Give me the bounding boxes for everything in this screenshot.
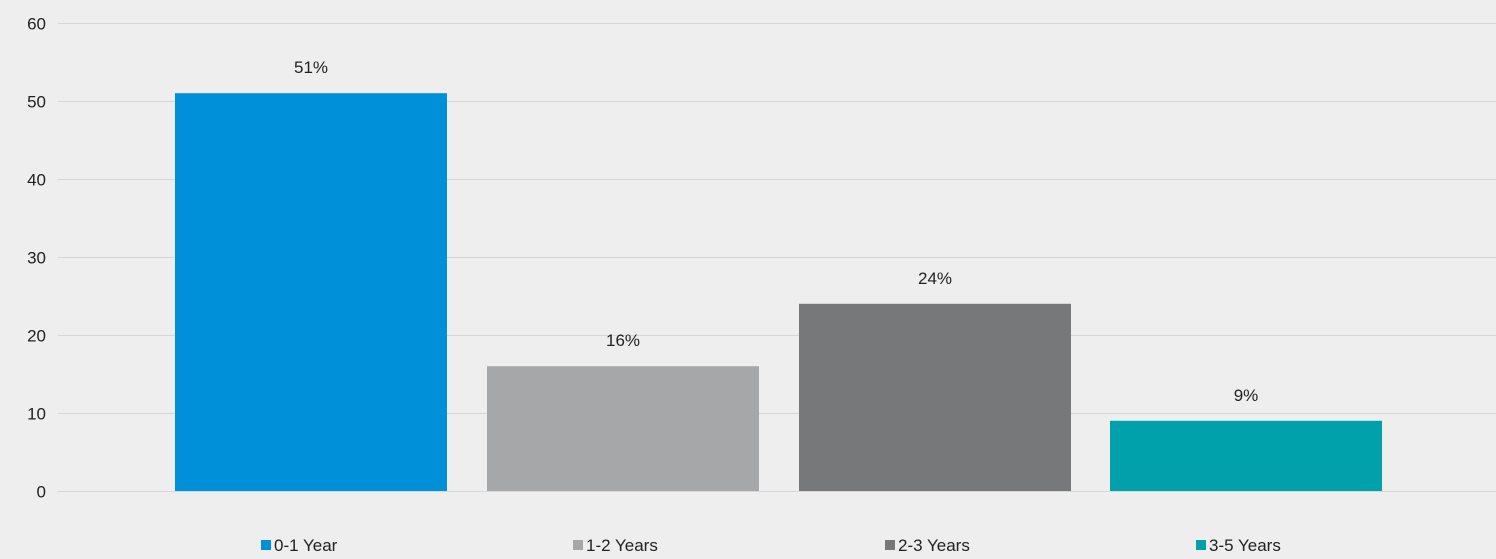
bar-2-3-years — [799, 303, 1071, 491]
y-tick-label: 60 — [27, 15, 46, 34]
data-label: 16% — [606, 331, 640, 350]
legend-label: 1-2 Years — [586, 536, 658, 554]
y-tick-label: 40 — [27, 171, 46, 190]
legend-label: 2-3 Years — [898, 536, 970, 554]
data-label: 24% — [918, 269, 952, 288]
y-tick-label: 30 — [27, 249, 46, 268]
legend-swatch — [1196, 540, 1206, 550]
bar-0-1-year — [175, 93, 447, 491]
legend-label: 0-1 Year — [274, 536, 338, 554]
y-tick-label: 50 — [27, 93, 46, 112]
legend-swatch — [573, 540, 583, 550]
y-tick-label: 10 — [27, 405, 46, 424]
y-tick-label: 20 — [27, 327, 46, 346]
bar-3-5-years — [1110, 420, 1382, 491]
legend-label: 3-5 Years — [1209, 536, 1281, 554]
legend-swatch — [885, 540, 895, 550]
legend-swatch — [261, 540, 271, 550]
y-tick-label: 0 — [37, 483, 46, 502]
legend: 0-1 Year 1-2 Years 2-3 Years 3-5 Years — [261, 536, 1281, 555]
data-label: 9% — [1234, 386, 1259, 405]
bars — [175, 93, 1382, 491]
data-labels: 51% 16% 24% 9% — [294, 58, 1258, 405]
bar-1-2-years — [487, 366, 759, 491]
data-label: 51% — [294, 58, 328, 77]
y-axis-ticks: 0 10 20 30 40 50 60 — [27, 15, 46, 502]
